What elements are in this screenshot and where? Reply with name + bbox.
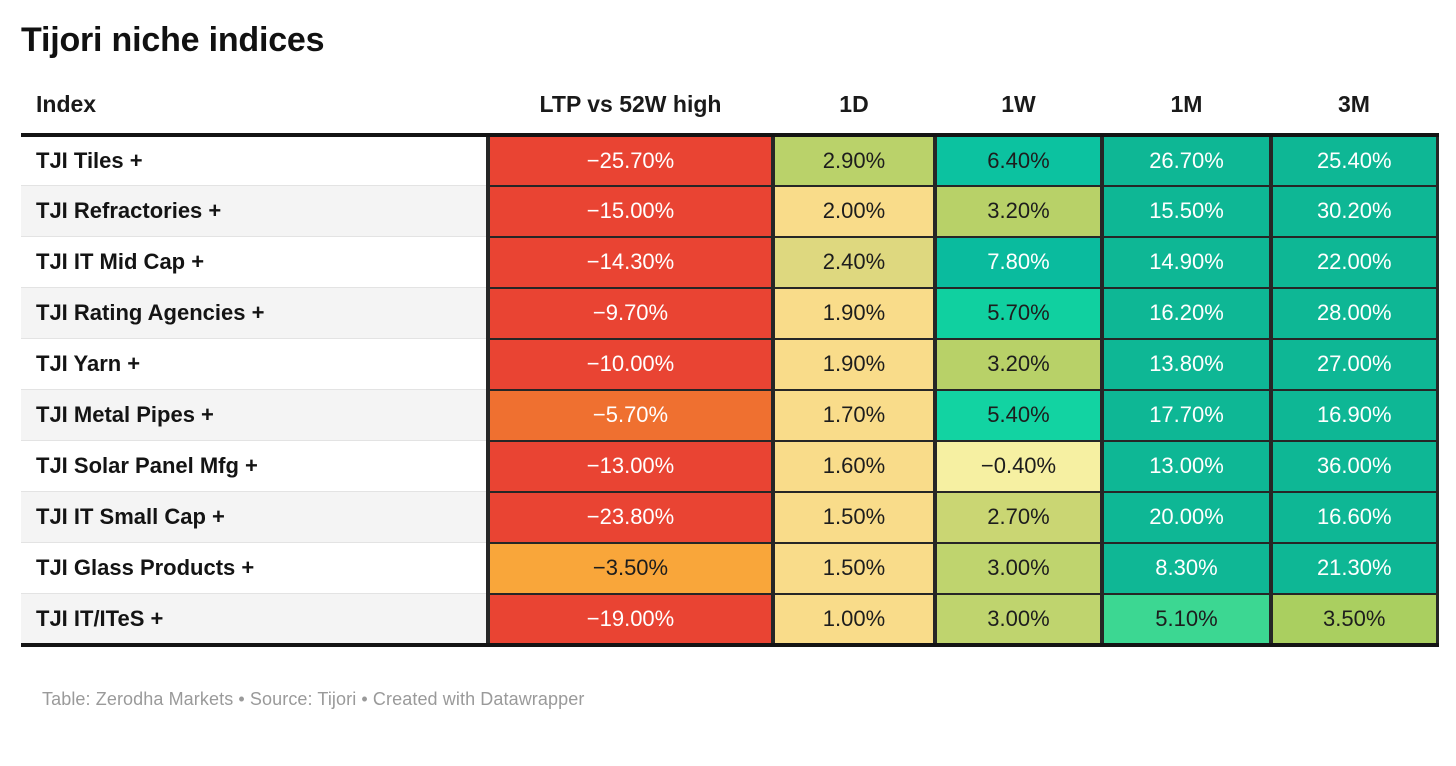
index-cell[interactable]: TJI Refractories + [21, 185, 488, 238]
value-cell: 16.20% [1100, 286, 1272, 340]
value-cell: 1.90% [771, 337, 936, 391]
value-cell: −23.80% [486, 490, 774, 544]
value-cell: 1.50% [771, 490, 936, 544]
value-cell: 13.00% [1100, 439, 1272, 493]
value-cell: 16.60% [1269, 490, 1439, 544]
value-cell: 2.90% [771, 133, 936, 187]
table-row: TJI Metal Pipes + −5.70% 1.70% 5.40% 17.70% 1… [21, 388, 1439, 442]
indices-table: Index LTP vs 52W high 1D 1W 1M 3M TJI Ti… [21, 90, 1439, 647]
column-header-1d: 1D [773, 90, 935, 137]
value-cell: 1.00% [771, 592, 936, 647]
index-cell[interactable]: TJI Yarn + [21, 338, 488, 391]
value-cell: 27.00% [1269, 337, 1439, 391]
value-cell: 2.40% [771, 235, 936, 289]
value-cell: 21.30% [1269, 541, 1439, 595]
column-header-ltp-vs-52w-high: LTP vs 52W high [488, 90, 773, 137]
index-cell[interactable]: TJI IT Small Cap + [21, 491, 488, 544]
value-cell: 3.20% [933, 337, 1103, 391]
index-cell[interactable]: TJI Tiles + [21, 134, 488, 187]
value-cell: 20.00% [1100, 490, 1272, 544]
value-cell: 2.70% [933, 490, 1103, 544]
value-cell: 5.70% [933, 286, 1103, 340]
value-cell: −0.40% [933, 439, 1103, 493]
table-body: TJI Tiles + −25.70% 2.90% 6.40% 26.70% 25.40%… [21, 133, 1439, 647]
value-cell: 17.70% [1100, 388, 1272, 442]
column-header-1m: 1M [1102, 90, 1271, 137]
value-cell: 30.20% [1269, 184, 1439, 238]
value-cell: 3.20% [933, 184, 1103, 238]
value-cell: 1.60% [771, 439, 936, 493]
value-cell: 8.30% [1100, 541, 1272, 595]
value-cell: 3.00% [933, 541, 1103, 595]
table-header: Index LTP vs 52W high 1D 1W 1M 3M [21, 90, 1437, 137]
column-header-index: Index [21, 90, 488, 137]
index-cell[interactable]: TJI Metal Pipes + [21, 389, 488, 442]
value-cell: −25.70% [486, 133, 774, 187]
table-row: TJI Rating Agencies + −9.70% 1.90% 5.70% 16.… [21, 286, 1439, 340]
value-cell: 28.00% [1269, 286, 1439, 340]
value-cell: 15.50% [1100, 184, 1272, 238]
page: Tijori niche indices Index LTP vs 52W hi… [21, 21, 1439, 709]
page-title: Tijori niche indices [21, 21, 325, 59]
value-cell: −9.70% [486, 286, 774, 340]
table-row: TJI Tiles + −25.70% 2.90% 6.40% 26.70% 25.40% [21, 133, 1439, 187]
value-cell: 25.40% [1269, 133, 1439, 187]
table-row: TJI IT Small Cap + −23.80% 1.50% 2.70% 20.00… [21, 490, 1439, 544]
table-row: TJI Solar Panel Mfg + −13.00% 1.60% −0.40% 1… [21, 439, 1439, 493]
index-cell[interactable]: TJI Rating Agencies + [21, 287, 488, 340]
table-row: TJI IT/ITeS + −19.00% 1.00% 3.00% 5.10% 3.50% [21, 592, 1439, 647]
value-cell: −14.30% [486, 235, 774, 289]
index-cell[interactable]: TJI IT Mid Cap + [21, 236, 488, 289]
value-cell: 14.90% [1100, 235, 1272, 289]
index-cell[interactable]: TJI IT/ITeS + [21, 593, 488, 647]
index-cell[interactable]: TJI Solar Panel Mfg + [21, 440, 488, 493]
value-cell: 2.00% [771, 184, 936, 238]
table-row: TJI IT Mid Cap + −14.30% 2.40% 7.80% 14.90% 2… [21, 235, 1439, 289]
value-cell: 5.10% [1100, 592, 1272, 647]
index-cell[interactable]: TJI Glass Products + [21, 542, 488, 595]
table-row: TJI Refractories + −15.00% 2.00% 3.20% 15.50… [21, 184, 1439, 238]
value-cell: 5.40% [933, 388, 1103, 442]
value-cell: 22.00% [1269, 235, 1439, 289]
column-header-3m: 3M [1271, 90, 1437, 137]
table-row: TJI Yarn + −10.00% 1.90% 3.20% 13.80% 27.00% [21, 337, 1439, 391]
attribution: Table: Zerodha Markets • Source: Tijori … [42, 688, 585, 709]
value-cell: −15.00% [486, 184, 774, 238]
value-cell: 13.80% [1100, 337, 1272, 391]
value-cell: 1.90% [771, 286, 936, 340]
value-cell: −3.50% [486, 541, 774, 595]
value-cell: −10.00% [486, 337, 774, 391]
value-cell: 6.40% [933, 133, 1103, 187]
value-cell: 36.00% [1269, 439, 1439, 493]
value-cell: 26.70% [1100, 133, 1272, 187]
value-cell: 7.80% [933, 235, 1103, 289]
value-cell: 1.70% [771, 388, 936, 442]
value-cell: 16.90% [1269, 388, 1439, 442]
value-cell: −13.00% [486, 439, 774, 493]
value-cell: −19.00% [486, 592, 774, 647]
value-cell: 1.50% [771, 541, 936, 595]
table-row: TJI Glass Products + −3.50% 1.50% 3.00% 8.30… [21, 541, 1439, 595]
value-cell: −5.70% [486, 388, 774, 442]
value-cell: 3.00% [933, 592, 1103, 647]
value-cell: 3.50% [1269, 592, 1439, 647]
column-header-1w: 1W [935, 90, 1102, 137]
